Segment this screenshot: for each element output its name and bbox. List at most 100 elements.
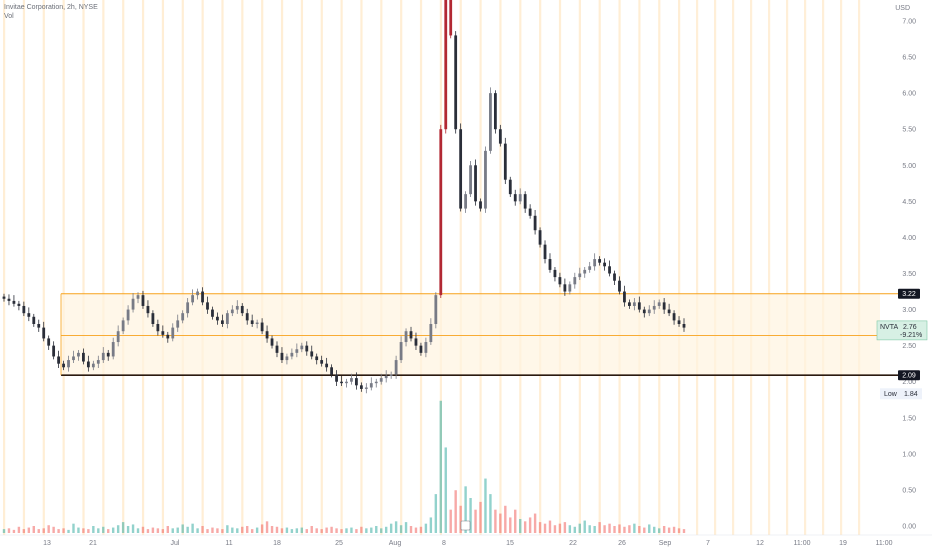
volume-bar: [628, 525, 631, 533]
candle-body: [77, 352, 80, 357]
y-tick-label: 4.50: [902, 199, 916, 206]
candle-body: [632, 302, 636, 306]
volume-bar: [474, 509, 477, 533]
session-stripe: [638, 0, 641, 535]
session-stripe: [181, 0, 184, 535]
session-stripe: [499, 0, 502, 535]
candle-body: [136, 295, 140, 299]
candle-body: [156, 324, 160, 332]
y-tick-label: 5.00: [902, 163, 916, 170]
volume-bar: [593, 526, 596, 533]
x-tick-label: 11: [225, 540, 232, 547]
volume-bars: [2, 400, 686, 533]
candle-body: [275, 345, 279, 353]
x-tick-label: Aug: [389, 540, 402, 547]
candle-body: [553, 269, 557, 278]
candle-body: [484, 150, 487, 209]
candle-body: [548, 259, 552, 270]
x-tick-label: 13: [43, 540, 51, 547]
session-stripe: [62, 0, 65, 535]
volume-bar: [444, 447, 447, 533]
y-tick-label: 7.00: [902, 19, 916, 26]
session-stripe: [598, 0, 601, 535]
volume-bar: [404, 522, 408, 533]
candle-body: [131, 298, 135, 310]
candle-body: [186, 302, 190, 314]
candle-body: [126, 309, 130, 321]
volume-bar: [275, 526, 279, 533]
session-stripe: [360, 0, 363, 535]
candle-body: [320, 360, 324, 364]
candle-body: [211, 309, 214, 317]
candle-body: [563, 284, 567, 292]
volume-bar: [22, 529, 26, 533]
volume-bar: [315, 528, 318, 533]
volume-bar: [464, 486, 467, 533]
candle-body: [171, 327, 175, 339]
level-tag-lower: 2.09: [902, 373, 916, 380]
volume-bar: [141, 526, 145, 533]
candle-body: [439, 129, 443, 296]
range-band: [61, 293, 880, 376]
session-stripe: [804, 0, 807, 535]
volume-bar: [335, 528, 338, 533]
session-stripe: [678, 0, 681, 535]
session-stripe: [221, 0, 224, 535]
low-tag-value: 1.84: [904, 391, 918, 398]
candle-body: [181, 313, 185, 321]
y-tick-label: 1.50: [902, 415, 916, 422]
candle-body: [325, 363, 329, 368]
volume-bar: [92, 526, 95, 533]
candle-body: [667, 309, 671, 314]
volume-bar: [176, 527, 179, 533]
volume-bar: [67, 529, 70, 533]
volume-bar: [384, 526, 388, 533]
candle-body: [260, 322, 264, 332]
volume-bar: [27, 527, 31, 533]
volume-bar: [563, 522, 567, 533]
volume-bar: [603, 525, 606, 533]
candle-body: [191, 295, 195, 303]
volume-bar: [82, 528, 85, 533]
volume-bar: [553, 525, 557, 533]
volume-bar: [677, 528, 681, 533]
x-tick-label: 11:00: [876, 540, 893, 547]
volume-bar: [538, 522, 542, 533]
volume-bar: [618, 524, 621, 533]
session-stripe: [539, 0, 542, 535]
candle-body: [27, 313, 31, 317]
y-tick-label: 5.50: [902, 127, 916, 134]
candle-body: [201, 291, 204, 303]
volume-bar: [469, 498, 472, 533]
session-stripe: [141, 0, 145, 535]
y-tick-label: 0.50: [902, 487, 916, 494]
candle-body: [96, 360, 100, 364]
volume-bar: [260, 524, 264, 533]
volume-bar: [17, 526, 21, 533]
event-marker-icon: [460, 520, 471, 531]
candle-body: [355, 378, 358, 386]
volume-bar: [389, 523, 393, 533]
candle-body: [588, 266, 592, 270]
candle-body: [533, 215, 537, 231]
volume-bar: [131, 524, 135, 533]
volume-bar: [250, 529, 254, 533]
candle-body: [543, 244, 547, 260]
candle-body: [350, 378, 353, 382]
candle-body: [300, 345, 304, 350]
session-stripe: [241, 0, 244, 535]
volume-bar: [667, 527, 671, 533]
candle-body: [220, 320, 224, 324]
session-stripe: [459, 0, 462, 535]
volume-bar: [111, 527, 115, 533]
volume-bar: [12, 529, 16, 533]
candle-body: [315, 356, 319, 361]
chart-legend: Invitae Corporation, 2h, NYSE Vol: [4, 3, 98, 21]
volume-bar: [350, 527, 353, 533]
candle-body: [493, 93, 497, 130]
volume-bar: [265, 521, 269, 533]
y-tick-label: 3.50: [902, 271, 916, 278]
volume-bar: [2, 529, 6, 533]
